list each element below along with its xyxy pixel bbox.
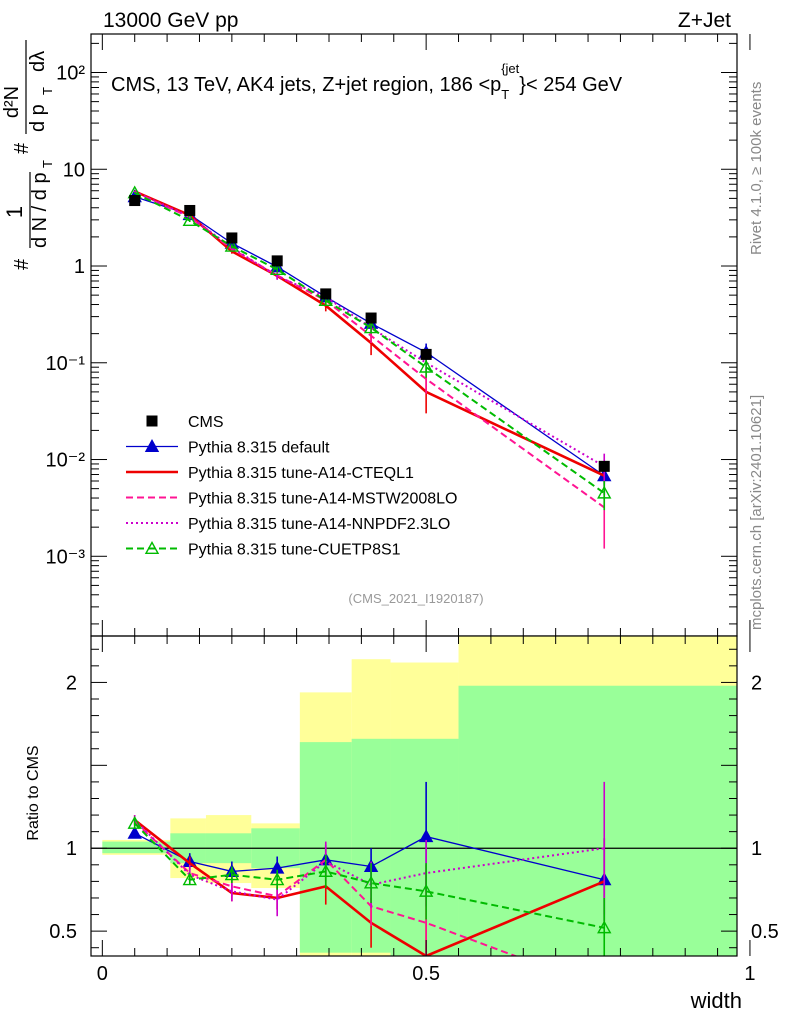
legend-marker <box>144 541 160 554</box>
ratio-frame <box>90 635 738 957</box>
data-point <box>271 255 283 267</box>
series-cms <box>129 195 610 472</box>
series-marker <box>270 262 285 276</box>
series-line <box>134 196 605 477</box>
analysis-id: (CMS_2021_I1920187) <box>348 591 483 606</box>
ratio-y-tick-label-right: 0.5 <box>751 921 779 943</box>
x-tick-label: 0.5 <box>412 963 440 985</box>
data-point <box>184 204 196 216</box>
ratio-line <box>133 822 605 929</box>
data-point <box>598 460 610 472</box>
ylabel-dl: dλ <box>27 51 49 72</box>
title-pre: CMS, 13 TeV, AK4 jets, Z+jet region, 186… <box>111 74 501 96</box>
stat-uncertainty-band <box>102 841 171 854</box>
data-point <box>129 195 141 207</box>
legend-label: Pythia 8.315 tune-A14-MSTW2008LO <box>188 491 457 508</box>
data-point <box>320 288 332 300</box>
y-tick-label: 10⁻¹ <box>46 353 86 375</box>
main-ylabel: # 1 d N / d p T # d²N d p T dλ <box>1 40 55 270</box>
series-line <box>134 191 605 509</box>
ratio-marker <box>270 872 285 886</box>
x-tick-label: 1 <box>744 963 755 985</box>
header-energy: 13000 GeV pp <box>103 9 238 32</box>
legend-entry: Pythia 8.315 tune-CUETP8S1 <box>126 541 401 559</box>
series-marker <box>363 320 379 334</box>
ylabel-hash-1: # <box>11 258 33 270</box>
stat-uncertainty-band <box>390 738 459 956</box>
data-point <box>420 348 432 360</box>
ratio-marker <box>127 815 142 829</box>
ratio-y-tick-label-right: 1 <box>751 838 762 860</box>
ylabel-t-sub-2: T <box>40 87 55 95</box>
ratio-line <box>133 819 605 956</box>
ratio-axes: 0.5 0.5 1 1 2 2 0 0.5 1 <box>49 636 779 985</box>
legend-entry: Pythia 8.315 tune-A14-NNPDF2.3LO <box>126 516 450 533</box>
legend-entry: Pythia 8.315 default <box>126 439 330 457</box>
ylabel-dpdl: d p <box>27 104 49 132</box>
ratio-ylabel: Ratio to CMS <box>25 745 42 840</box>
ratio-series-4 <box>127 815 612 956</box>
legend-entry: Pythia 8.315 tune-A14-CTEQL1 <box>126 465 414 482</box>
plot-title: CMS, 13 TeV, AK4 jets, Z+jet region, 186… <box>111 61 623 102</box>
legend-entry: CMS <box>146 414 224 431</box>
series-marker <box>418 359 434 373</box>
y-tick-label: 1 <box>74 256 85 278</box>
ratio-line <box>134 819 605 901</box>
header-process: Z+Jet <box>678 9 731 32</box>
ylabel-d2n: d²N <box>1 86 23 118</box>
ratio-marker <box>363 875 379 889</box>
legend-label: Pythia 8.315 tune-A14-NNPDF2.3LO <box>188 516 450 533</box>
ratio-marker <box>318 863 333 877</box>
title-sup: {jet <box>501 61 519 76</box>
series-marker <box>224 238 240 252</box>
legend-label: CMS <box>188 414 224 431</box>
series-marker <box>597 485 612 499</box>
y-tick-label: 10² <box>56 63 85 85</box>
ratio-marker <box>418 883 434 897</box>
ratio-marker <box>182 872 197 886</box>
ratio-y-tick-label: 2 <box>66 672 77 694</box>
ratio-y-tick-label-right: 2 <box>751 672 762 694</box>
series-5 <box>127 185 612 511</box>
ylabel-t-sub: T <box>40 160 55 168</box>
ratio-y-tick-label: 0.5 <box>49 921 77 943</box>
ratio-line <box>134 820 519 956</box>
x-tick-label: 0 <box>97 963 108 985</box>
ratio-line <box>134 832 605 881</box>
ratio-y-tick-label: 1 <box>66 838 77 860</box>
stat-uncertainty-band <box>458 685 737 956</box>
y-tick-label: 10 <box>63 159 85 181</box>
y-tick-label: 10⁻³ <box>46 546 86 568</box>
legend-label: Pythia 8.315 tune-A14-CTEQL1 <box>188 465 414 482</box>
title-sub: T <box>501 87 509 102</box>
ylabel-one: 1 <box>2 206 27 218</box>
ylabel-dn-dp: d N / d p <box>29 172 51 248</box>
x-axis-label: width <box>690 988 742 1013</box>
series-line <box>134 191 605 494</box>
y-tick-label: 10⁻² <box>46 450 86 472</box>
mcplots-label: mcplots.cern.ch [arXiv:2401.10621] <box>748 395 765 630</box>
ratio-plot-area <box>91 636 737 956</box>
legend-label: Pythia 8.315 default <box>188 440 330 457</box>
rivet-label: Rivet 4.1.0, ≥ 100k events <box>748 82 765 255</box>
main-axes: 10² 10 1 10⁻¹ 10⁻² 10⁻³ <box>46 34 751 636</box>
legend-entry: Pythia 8.315 tune-A14-MSTW2008LO <box>126 491 457 508</box>
title-post: }< 254 GeV <box>519 74 623 96</box>
legend-marker <box>144 439 160 452</box>
ratio-marker <box>224 867 240 881</box>
legend: CMS Pythia 8.315 default Pythia 8.315 tune… <box>126 414 457 559</box>
legend-marker <box>146 415 158 427</box>
data-point <box>365 312 377 324</box>
legend-label: Pythia 8.315 tune-CUETP8S1 <box>188 542 401 559</box>
ratio-marker <box>127 825 142 839</box>
ratio-marker <box>597 920 612 934</box>
ylabel-hash-2: # <box>11 142 33 154</box>
data-point <box>226 232 238 244</box>
series-marker <box>182 213 197 227</box>
series-marker <box>318 293 333 307</box>
main-plot-area <box>127 185 612 549</box>
